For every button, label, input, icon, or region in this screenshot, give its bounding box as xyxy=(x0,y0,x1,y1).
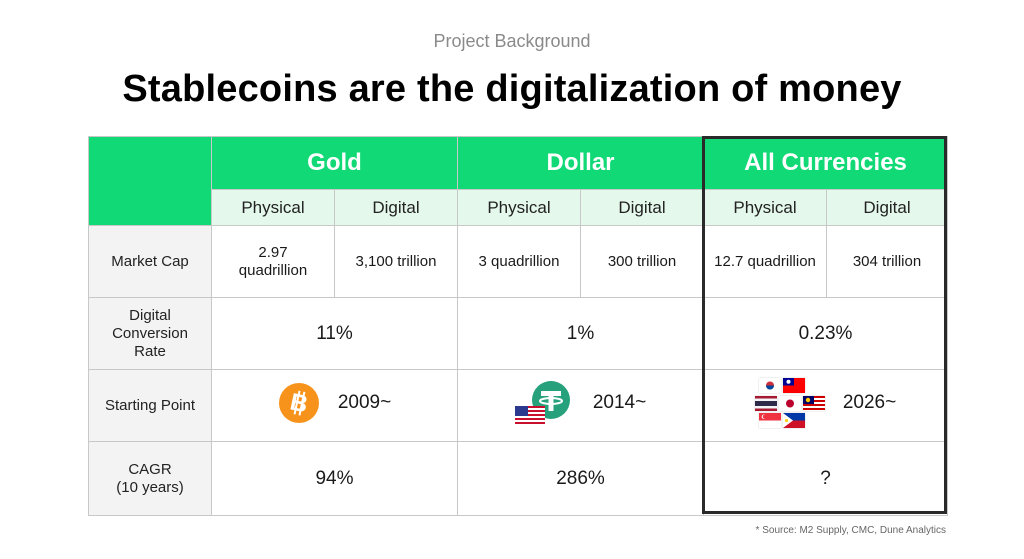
subheader-dollar-digital: Digital xyxy=(579,189,705,226)
comparison-table: Gold Dollar All Currencies Physical Digi… xyxy=(88,136,949,516)
bitcoin-icon: B xyxy=(278,383,319,423)
market-cap-gold-physical: 2.97 quadrillion xyxy=(211,225,335,298)
market-cap-dollar-physical: 3 quadrillion xyxy=(457,225,581,298)
starting-all: 2026~ xyxy=(703,369,949,442)
row-label-cagr: CAGR (10 years) xyxy=(88,441,212,516)
malaysia-flag-icon xyxy=(802,396,825,411)
cagr-dollar: 286% xyxy=(456,441,705,516)
subheader-gold-physical: Physical xyxy=(211,189,335,226)
starting-all-year: 2026~ xyxy=(842,392,897,413)
cagr-all: ? xyxy=(703,441,949,516)
group-header-gold: Gold xyxy=(211,136,458,190)
corner-cell xyxy=(88,136,212,226)
row-label-starting-point: Starting Point xyxy=(88,369,212,442)
conversion-gold: 11% xyxy=(211,297,458,370)
subheader-all-physical: Physical xyxy=(703,189,828,226)
subheader-gold-digital: Digital xyxy=(334,189,458,226)
group-header-all-currencies: All Currencies xyxy=(703,136,949,190)
singapore-flag-icon xyxy=(758,413,781,428)
starting-gold: B 2009~ xyxy=(211,369,458,442)
market-cap-dollar-digital: 300 trillion xyxy=(579,225,705,298)
asian-flags-icon xyxy=(754,378,825,428)
japan-flag-icon xyxy=(778,396,801,411)
subheader-all-digital: Digital xyxy=(826,189,949,226)
starting-dollar: 2014~ xyxy=(456,369,705,442)
taiwan-flag-icon xyxy=(782,378,805,393)
korea-flag-icon xyxy=(758,378,781,393)
market-cap-all-digital: 304 trillion xyxy=(826,225,949,298)
cagr-gold: 94% xyxy=(211,441,458,516)
philippines-flag-icon xyxy=(782,413,805,428)
conversion-dollar: 1% xyxy=(456,297,705,370)
market-cap-all-physical: 12.7 quadrillion xyxy=(703,225,828,298)
thailand-flag-icon xyxy=(754,396,777,411)
conversion-all: 0.23% xyxy=(703,297,949,370)
section-eyebrow: Project Background xyxy=(433,31,591,51)
source-footnote: * Source: M2 Supply, CMC, Dune Analytics xyxy=(755,525,946,536)
tether-group xyxy=(514,380,575,426)
subheader-dollar-physical: Physical xyxy=(457,189,581,226)
row-label-market-cap: Market Cap xyxy=(88,225,212,298)
row-label-conversion-rate: Digital Conversion Rate xyxy=(88,297,212,370)
us-flag-icon xyxy=(514,406,545,426)
group-header-dollar: Dollar xyxy=(456,136,705,190)
page-title: Stablecoins are the digitalization of mo… xyxy=(122,68,902,110)
starting-gold-year: 2009~ xyxy=(337,392,392,413)
market-cap-gold-digital: 3,100 trillion xyxy=(334,225,458,298)
starting-dollar-year: 2014~ xyxy=(592,392,647,413)
